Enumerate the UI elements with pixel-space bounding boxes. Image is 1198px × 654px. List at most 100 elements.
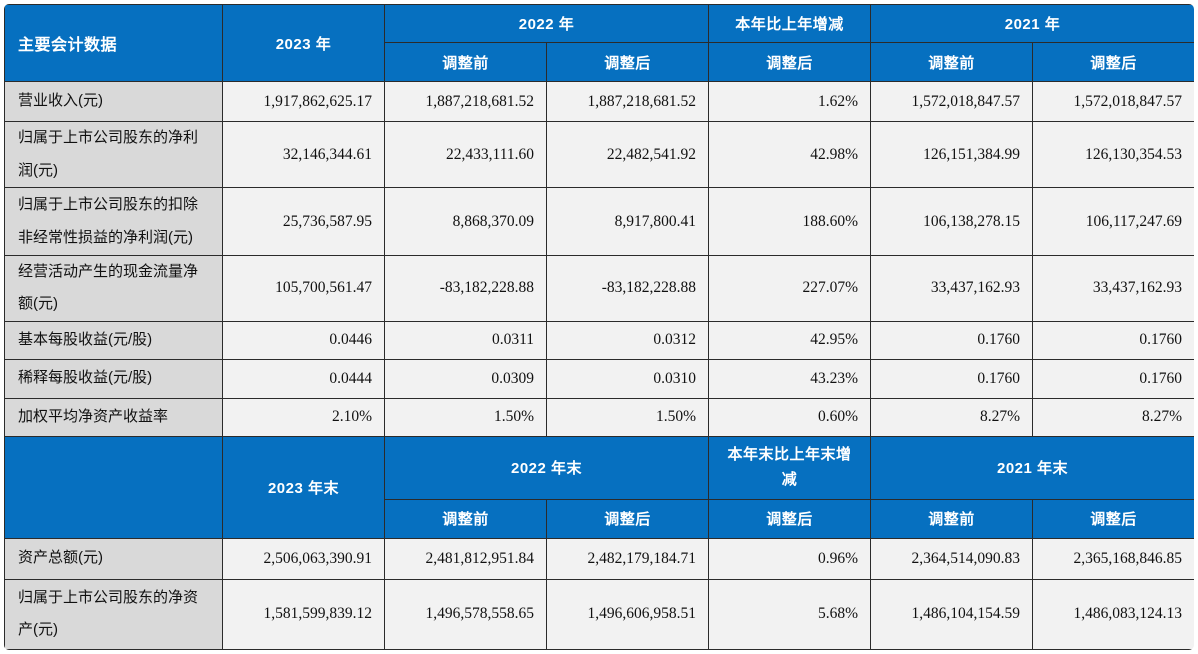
cell-value: 0.0312 (545, 320, 710, 360)
cell-value: 2,365,168,846.85 (1032, 537, 1194, 580)
cell-value: 227.07% (708, 255, 872, 322)
cell-value: 8.27% (1032, 397, 1194, 437)
row-label: 经营活动产生的现金流量净额(元) (4, 255, 223, 322)
col-header-2021-end: 2021 年末 (870, 435, 1194, 500)
row-label: 基本每股收益(元/股) (4, 320, 223, 360)
table-row: 加权平均净资产收益率 2.10% 1.50% 1.50% 0.60% 8.27%… (4, 397, 1194, 437)
table-row: 经营活动产生的现金流量净额(元) 105,700,561.47 -83,182,… (4, 255, 1194, 322)
cell-value: 0.96% (708, 537, 872, 580)
cell-value: 42.98% (708, 121, 872, 188)
col-header-change: 本年比上年增减 (708, 4, 872, 43)
table-row: 基本每股收益(元/股) 0.0446 0.0311 0.0312 42.95% … (4, 320, 1194, 360)
cell-value: 0.1760 (870, 320, 1034, 360)
cell-value: 1,581,599,839.12 (222, 578, 385, 650)
cell-value: 2.10% (222, 397, 385, 437)
table-row: 资产总额(元) 2,506,063,390.91 2,481,812,951.8… (4, 537, 1194, 580)
subheader-2022end-after: 调整后 (545, 498, 710, 539)
table-row: 归属于上市公司股东的净资产(元) 1,581,599,839.12 1,496,… (4, 578, 1194, 650)
cell-value: 126,151,384.99 (870, 121, 1034, 188)
section2-header-row-main: 2023 年末 2022 年末 本年末比上年末增减 2021 年末 (4, 435, 1194, 539)
cell-value: 0.60% (708, 397, 872, 437)
cell-value: 126,130,354.53 (1032, 121, 1194, 188)
cell-value: 2,482,179,184.71 (545, 537, 710, 580)
cell-value: 1,486,083,124.13 (1032, 578, 1194, 650)
cell-value: 8,917,800.41 (545, 187, 710, 256)
cell-value: 0.1760 (1032, 358, 1194, 399)
cell-value: 0.1760 (870, 358, 1034, 399)
cell-value: 25,736,587.95 (222, 187, 385, 256)
cell-value: 1,572,018,847.57 (870, 81, 1034, 122)
row-label: 加权平均净资产收益率 (4, 397, 223, 437)
row-label: 营业收入(元) (4, 81, 223, 122)
cell-value: 22,433,111.60 (384, 121, 547, 188)
col-header-2021: 2021 年 (870, 4, 1194, 43)
subheader-2021end-after: 调整后 (1032, 498, 1194, 539)
cell-value: 106,138,278.15 (870, 187, 1034, 256)
cell-value: 2,481,812,951.84 (384, 537, 547, 580)
cell-value: 8.27% (870, 397, 1034, 437)
cell-value: 1.50% (545, 397, 710, 437)
cell-value: 43.23% (708, 358, 872, 399)
cell-value: 105,700,561.47 (222, 255, 385, 322)
subheader-2022-after: 调整后 (545, 42, 710, 82)
cell-value: 106,117,247.69 (1032, 187, 1194, 256)
section1-header-row-sub: 调整前 调整后 调整后 调整前 调整后 (5, 42, 1194, 82)
cell-value: 1,917,862,625.17 (222, 81, 385, 122)
subheader-2022end-before: 调整前 (384, 498, 547, 539)
col-header-2022: 2022 年 (383, 4, 710, 43)
col-header-2023: 2023 年 (222, 4, 385, 82)
subheader-changeend-after: 调整后 (708, 498, 872, 539)
subheader-2021-before: 调整前 (870, 42, 1034, 82)
cell-value: 0.0310 (545, 358, 710, 399)
cell-value: 33,437,162.93 (870, 255, 1034, 322)
table-row: 稀释每股收益(元/股) 0.0444 0.0309 0.0310 43.23% … (4, 358, 1194, 399)
cell-value: 1.50% (384, 397, 547, 437)
row-label: 稀释每股收益(元/股) (4, 358, 223, 399)
table-row: 营业收入(元) 1,917,862,625.17 1,887,218,681.5… (4, 81, 1194, 122)
row-label: 归属于上市公司股东的净利润(元) (4, 121, 223, 188)
subheader-2021end-before: 调整前 (870, 498, 1034, 539)
subheader-2022-before: 调整前 (384, 42, 547, 82)
accounting-data-table-frame: 主要会计数据 2023 年 2022 年 本年比上年增减 2021 年 调整前 … (4, 4, 1194, 650)
cell-value: 188.60% (708, 187, 872, 256)
cell-value: 8,868,370.09 (384, 187, 547, 256)
cell-value: 5.68% (708, 578, 872, 650)
cell-value: 2,506,063,390.91 (222, 537, 385, 580)
subheader-change-after: 调整后 (708, 42, 872, 82)
row-label: 归属于上市公司股东的净资产(元) (4, 578, 223, 650)
col-header-change-end-label: 本年末比上年末增减 (727, 445, 852, 488)
accounting-data-table: 主要会计数据 2023 年 2022 年 本年比上年增减 2021 年 调整前 … (4, 4, 1194, 650)
cell-value: 42.95% (708, 320, 872, 360)
cell-value: 1,496,578,558.65 (384, 578, 547, 650)
row-label: 归属于上市公司股东的扣除非经常性损益的净利润(元) (4, 187, 223, 256)
table-row: 归属于上市公司股东的净利润(元) 32,146,344.61 22,433,11… (4, 121, 1194, 188)
col-header-2023-end: 2023 年末 (222, 435, 385, 539)
subheader-2021-after: 调整后 (1032, 42, 1194, 82)
cell-value: 0.1760 (1032, 320, 1194, 360)
cell-value: 33,437,162.93 (1032, 255, 1194, 322)
table-row: 归属于上市公司股东的扣除非经常性损益的净利润(元) 25,736,587.95 … (4, 187, 1194, 256)
cell-value: 0.0311 (384, 320, 547, 360)
cell-value: 2,364,514,090.83 (870, 537, 1034, 580)
cell-value: 1,887,218,681.52 (384, 81, 547, 122)
cell-value: -83,182,228.88 (545, 255, 710, 322)
cell-value: 1,572,018,847.57 (1032, 81, 1194, 122)
cell-value: 1,496,606,958.51 (545, 578, 710, 650)
section2-blank-header (4, 435, 223, 539)
cell-value: 32,146,344.61 (222, 121, 385, 188)
section2-header-row-sub: 调整前 调整后 调整后 调整前 调整后 (5, 498, 1194, 539)
cell-value: 1.62% (708, 81, 872, 122)
cell-value: 22,482,541.92 (545, 121, 710, 188)
cell-value: -83,182,228.88 (384, 255, 547, 322)
cell-value: 1,887,218,681.52 (545, 81, 710, 122)
table-title: 主要会计数据 (4, 4, 223, 82)
row-label: 资产总额(元) (4, 537, 223, 580)
cell-value: 0.0446 (222, 320, 385, 360)
section1-header-row-main: 主要会计数据 2023 年 2022 年 本年比上年增减 2021 年 (4, 4, 1194, 82)
col-header-change-end: 本年末比上年末增减 (708, 435, 872, 500)
cell-value: 1,486,104,154.59 (870, 578, 1034, 650)
col-header-2022-end: 2022 年末 (383, 435, 710, 500)
cell-value: 0.0444 (222, 358, 385, 399)
cell-value: 0.0309 (384, 358, 547, 399)
